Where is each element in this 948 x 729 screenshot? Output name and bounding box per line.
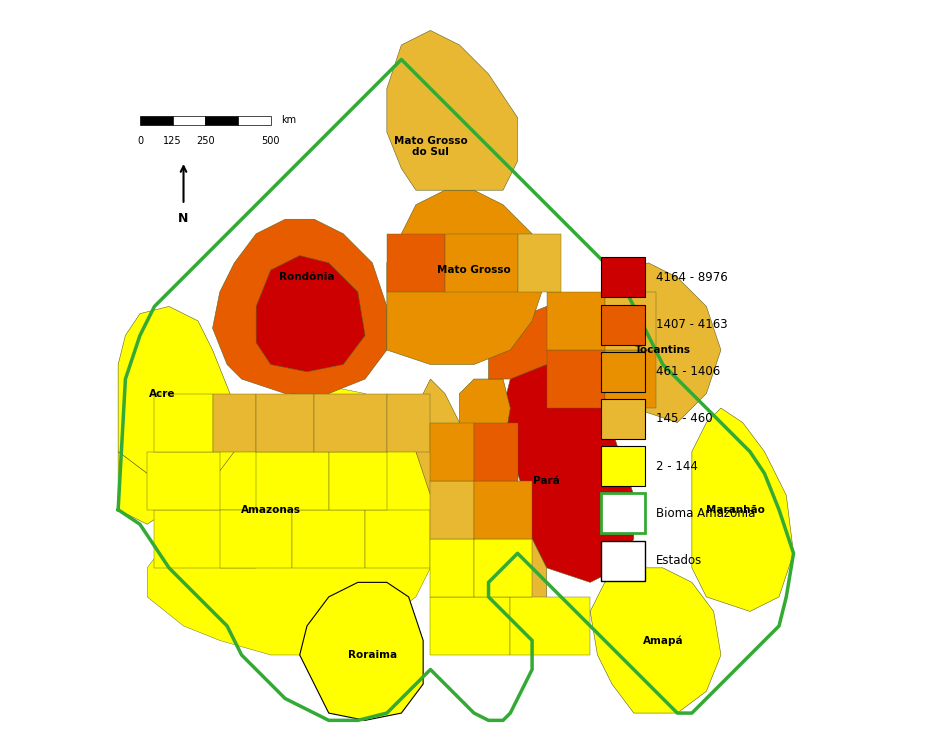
Polygon shape [387,234,445,292]
Text: Acre: Acre [149,389,175,399]
Text: Maranhão: Maranhão [706,504,765,515]
Polygon shape [510,597,591,655]
Polygon shape [488,306,605,379]
Polygon shape [692,408,793,612]
Polygon shape [155,394,212,452]
Polygon shape [118,452,191,524]
Polygon shape [430,423,474,480]
Polygon shape [605,292,656,350]
Polygon shape [518,234,561,292]
Polygon shape [212,219,387,394]
Text: Tocantins: Tocantins [635,345,691,355]
Text: Mato Grosso
do Sul: Mato Grosso do Sul [393,136,467,157]
Bar [601,399,645,439]
Text: Roraima: Roraima [348,650,397,660]
Text: km: km [282,115,297,125]
Text: 4164 - 8976: 4164 - 8976 [656,271,727,284]
Polygon shape [212,394,256,452]
Polygon shape [474,539,532,597]
Text: N: N [178,212,189,225]
Bar [601,257,645,297]
Polygon shape [547,350,605,408]
Polygon shape [300,582,423,720]
Polygon shape [430,539,474,597]
Text: 2 - 144: 2 - 144 [656,460,698,472]
Text: Amapá: Amapá [643,635,684,646]
Polygon shape [605,263,720,423]
Text: 125: 125 [163,136,182,146]
Polygon shape [118,306,242,488]
Polygon shape [387,394,430,452]
Bar [601,541,645,580]
Polygon shape [387,31,518,190]
Text: 1407 - 4163: 1407 - 4163 [656,318,727,331]
Polygon shape [416,379,547,612]
Polygon shape [430,597,510,655]
Text: Mato Grosso: Mato Grosso [437,265,511,275]
Polygon shape [147,386,438,655]
Bar [238,116,271,125]
Text: 461 - 1406: 461 - 1406 [656,365,720,378]
Bar [601,352,645,391]
Polygon shape [329,452,387,510]
Polygon shape [314,394,387,452]
Polygon shape [147,452,220,510]
Polygon shape [365,510,430,568]
Bar [601,305,645,345]
Polygon shape [256,394,314,452]
Polygon shape [220,510,292,568]
Polygon shape [430,480,474,539]
Text: Bioma Amazônia: Bioma Amazônia [656,507,755,520]
Bar [140,116,173,125]
Bar [206,116,238,125]
Polygon shape [111,9,801,728]
Text: 500: 500 [262,136,280,146]
Polygon shape [474,423,518,480]
Polygon shape [460,379,510,452]
Polygon shape [155,510,256,568]
Text: 0: 0 [137,136,143,146]
Text: 145 - 460: 145 - 460 [656,413,712,426]
Polygon shape [547,292,605,350]
Polygon shape [503,364,634,582]
Polygon shape [591,568,720,713]
Polygon shape [445,234,518,292]
Polygon shape [474,480,532,539]
Text: Amazonas: Amazonas [241,504,301,515]
Bar [601,446,645,486]
Bar [173,116,206,125]
Polygon shape [256,256,365,372]
Bar [601,494,645,534]
Polygon shape [256,452,329,510]
Text: Rondônia: Rondônia [280,273,335,282]
Polygon shape [605,350,656,408]
Text: 250: 250 [196,136,214,146]
Text: Pará: Pará [533,476,560,486]
Polygon shape [387,190,547,364]
Text: Estados: Estados [656,554,702,567]
Polygon shape [292,510,365,568]
